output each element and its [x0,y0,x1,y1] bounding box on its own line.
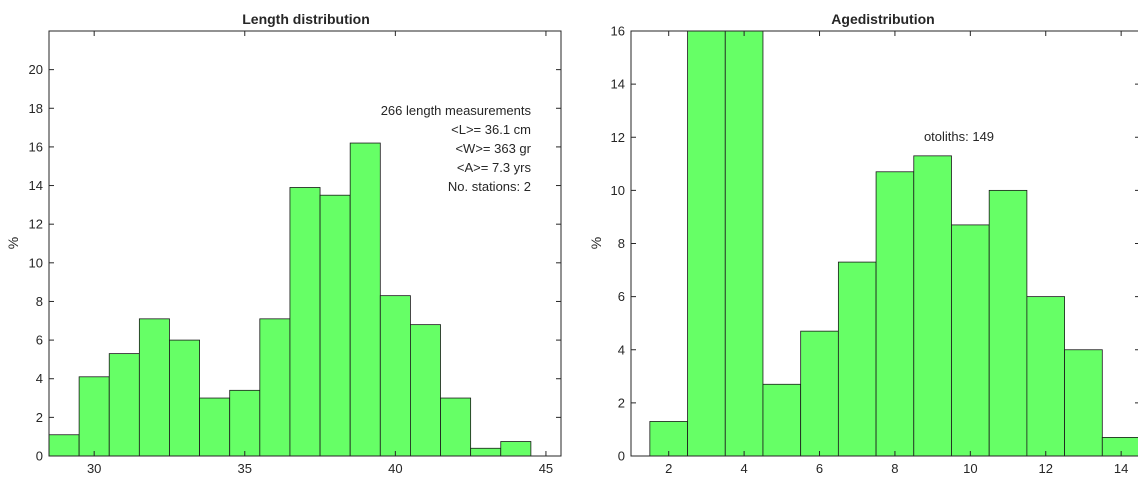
y-axis-label: % [588,237,604,249]
histogram-bar [951,224,990,457]
x-tick-label: 30 [87,461,101,476]
x-tick-label: 10 [963,461,977,476]
y-axis-label: % [5,237,21,249]
x-tick-label: 8 [891,461,898,476]
annotation-line: No. stations: 2 [448,179,531,194]
x-ticks: 2 4 6 8 10 12 14 [665,31,1128,476]
x-tick-label: 4 [740,461,747,476]
annotation-line: <W>= 363 gr [455,141,531,156]
y-tick-label: 8 [618,236,625,251]
y-tick-label: 14 [29,178,43,193]
y-tick-label: 4 [618,342,625,357]
histogram-bar [289,187,321,457]
x-tick-label: 45 [539,461,553,476]
histogram-bar [837,261,877,457]
x-tick-label: 35 [238,461,252,476]
histogram-bar [724,30,764,457]
histogram-bar [762,383,802,457]
y-ticks: 0 2 4 6 8 10 12 14 16 18 20 [29,62,561,464]
histogram-bar [379,295,411,457]
x-tick-label: 14 [1114,461,1128,476]
histogram-bar [138,318,170,457]
y-tick-label: 16 [29,139,43,154]
histogram-bar [440,397,472,457]
y-tick-label: 12 [611,130,625,145]
y-tick-label: 10 [611,183,625,198]
y-tick-label: 20 [29,62,43,77]
length-distribution-chart: Length distribution 0 2 4 6 8 10 12 14 16 18 20 30… [5,11,562,476]
y-tick-label: 14 [611,77,625,92]
histogram-bar [199,397,231,457]
histogram-bar [169,339,200,457]
plot-frame [48,30,562,457]
age-distribution-chart: Agedistribution 0 2 4 6 8 10 12 14 16 2 4 6 8 10 12 14… [588,11,1138,476]
histogram-bar [470,447,502,457]
histogram-bar [649,421,688,457]
annotation-line: <L>= 36.1 cm [451,122,531,137]
histogram-bar [410,324,441,457]
x-tick-label: 2 [665,461,672,476]
annotation-line: 266 length measurements [381,103,532,118]
y-tick-label: 8 [36,294,43,309]
histogram-bar [988,189,1028,457]
y-tick-label: 2 [36,410,43,425]
histogram-bar [800,330,839,457]
histogram-bar [875,171,915,457]
histogram-bar [913,155,952,457]
histogram-bar [500,441,532,457]
bars [649,30,1138,457]
otoliths-annotation: otoliths: 149 [924,129,994,144]
histogram-bar [319,194,351,457]
histogram-bar [229,389,261,457]
histogram-bar [687,30,726,457]
histogram-bar [48,434,80,457]
y-tick-label: 18 [29,101,43,116]
x-tick-label: 12 [1039,461,1053,476]
x-tick-label: 6 [816,461,823,476]
x-ticks: 30 35 40 45 [87,31,553,476]
bars [48,142,532,457]
annotation-line: <A>= 7.3 yrs [457,160,532,175]
y-tick-label: 0 [618,449,625,464]
y-tick-label: 4 [36,371,43,386]
chart-title: Agedistribution [831,11,934,27]
y-tick-label: 16 [611,24,625,39]
y-tick-label: 6 [618,289,625,304]
y-tick-label: 0 [36,449,43,464]
y-ticks: 0 2 4 6 8 10 12 14 16 [611,24,1138,464]
chart-title: Length distribution [242,11,370,27]
y-tick-label: 2 [618,395,625,410]
histogram-bar [1064,349,1103,457]
y-tick-label: 6 [36,333,43,348]
histogram-bar [349,142,381,457]
histogram-bar [78,376,110,457]
histogram-bar [1101,437,1138,457]
y-tick-label: 10 [29,255,43,270]
y-tick-label: 12 [29,217,43,232]
histogram-bar [259,318,291,457]
x-tick-label: 40 [388,461,402,476]
stats-annotation: 266 length measurements <L>= 36.1 cm <W>… [381,103,532,194]
histogram-bar [108,353,140,457]
histogram-bar [1026,296,1065,457]
